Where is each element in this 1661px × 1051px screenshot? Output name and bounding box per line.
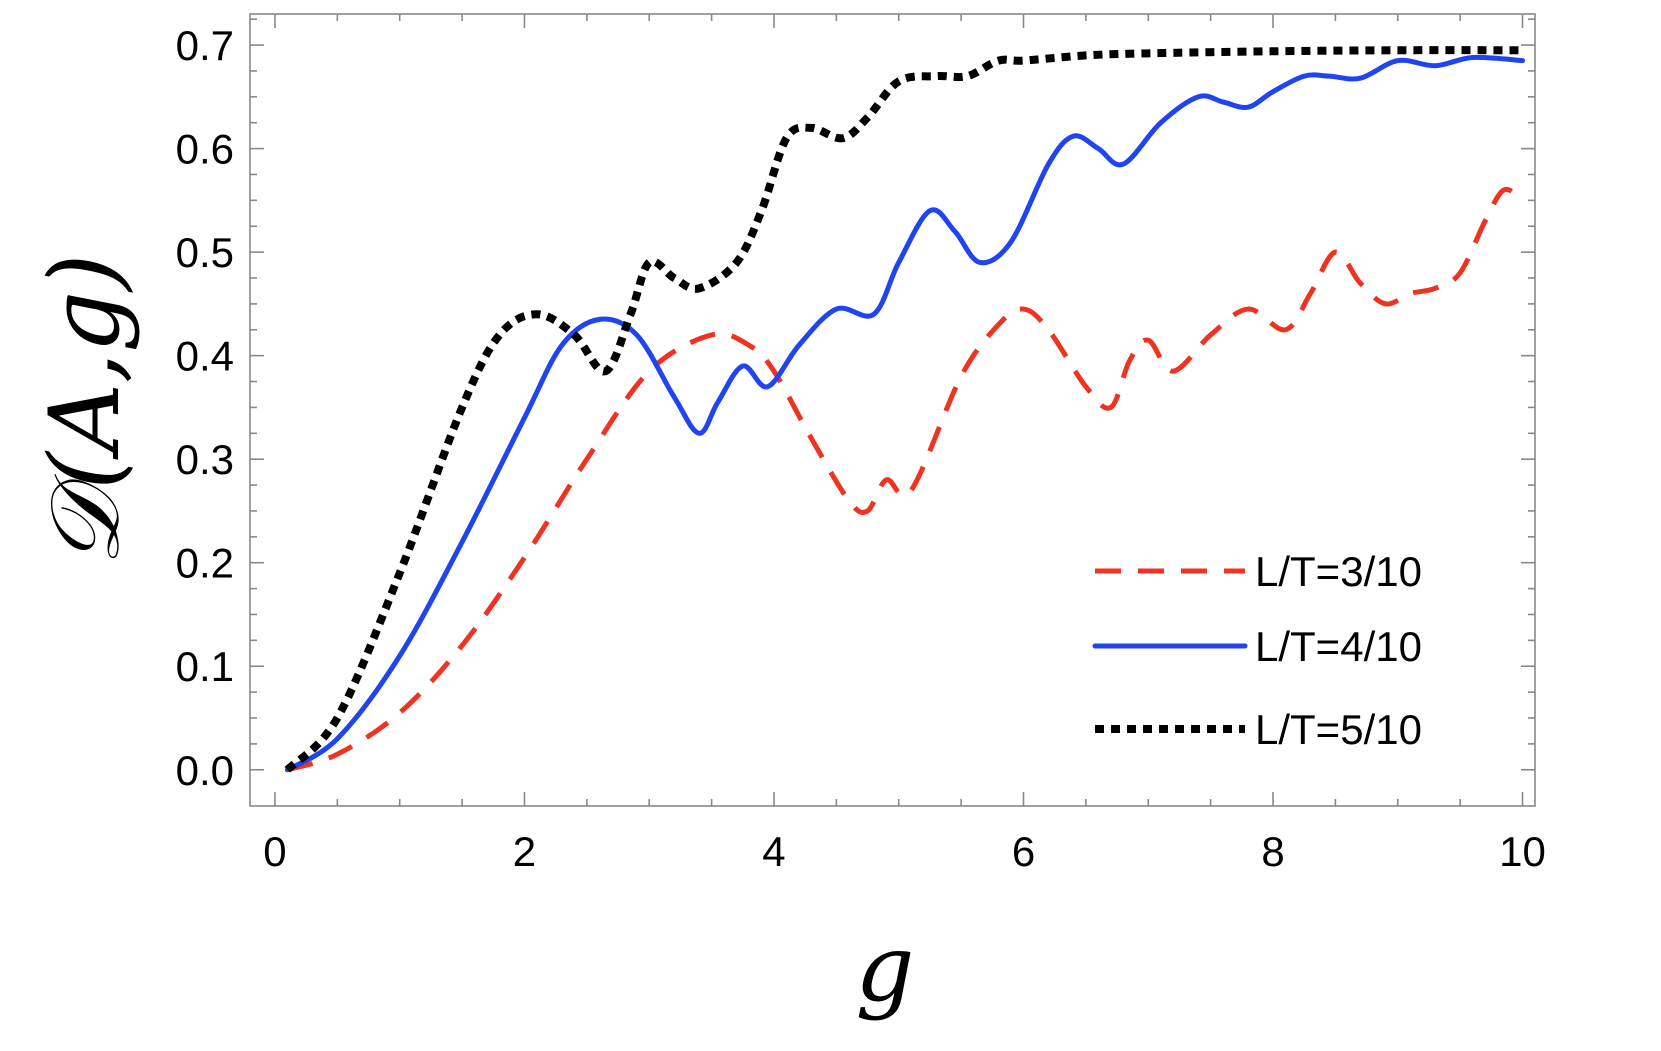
x-tick-label: 4 xyxy=(762,828,785,875)
x-tick-label: 10 xyxy=(1499,828,1546,875)
y-tick-label: 0.3 xyxy=(176,436,234,483)
plot-frame xyxy=(249,13,1536,807)
y-tick-label: 0.1 xyxy=(176,643,234,690)
series-line-3 xyxy=(284,46,1523,773)
y-tick-label: 0.6 xyxy=(176,126,234,173)
y-tick-label: 0.2 xyxy=(176,540,234,587)
legend-label-3: L/T=5/10 xyxy=(1255,706,1422,753)
x-tick-label: 8 xyxy=(1261,828,1284,875)
x-tick-labels: 0 2 4 6 8 10 xyxy=(263,828,1546,875)
x-axis-title: g xyxy=(856,915,915,1022)
plot-border xyxy=(249,13,1536,807)
x-tick-label: 2 xyxy=(513,828,536,875)
legend: L/T=3/10 L/T=4/10 L/T=5/10 xyxy=(1092,548,1422,753)
tick-marks xyxy=(250,14,1535,806)
y-tick-label: 0.4 xyxy=(176,333,234,380)
series-layer xyxy=(284,46,1526,773)
legend-label-1: L/T=3/10 xyxy=(1255,548,1422,595)
y-axis-title: 𝒟(A,g) xyxy=(29,254,141,567)
y-tick-label: 0.5 xyxy=(176,229,234,276)
series-line-1 xyxy=(286,186,1525,773)
x-tick-label: 6 xyxy=(1012,828,1035,875)
y-tick-label: 0.0 xyxy=(176,747,234,794)
series-line-2 xyxy=(284,54,1526,773)
y-tick-label: 0.7 xyxy=(176,22,234,69)
legend-label-2: L/T=4/10 xyxy=(1255,623,1422,670)
y-tick-labels: 0.0 0.1 0.2 0.3 0.4 0.5 0.6 0.7 xyxy=(176,22,234,794)
x-tick-label: 0 xyxy=(263,828,286,875)
